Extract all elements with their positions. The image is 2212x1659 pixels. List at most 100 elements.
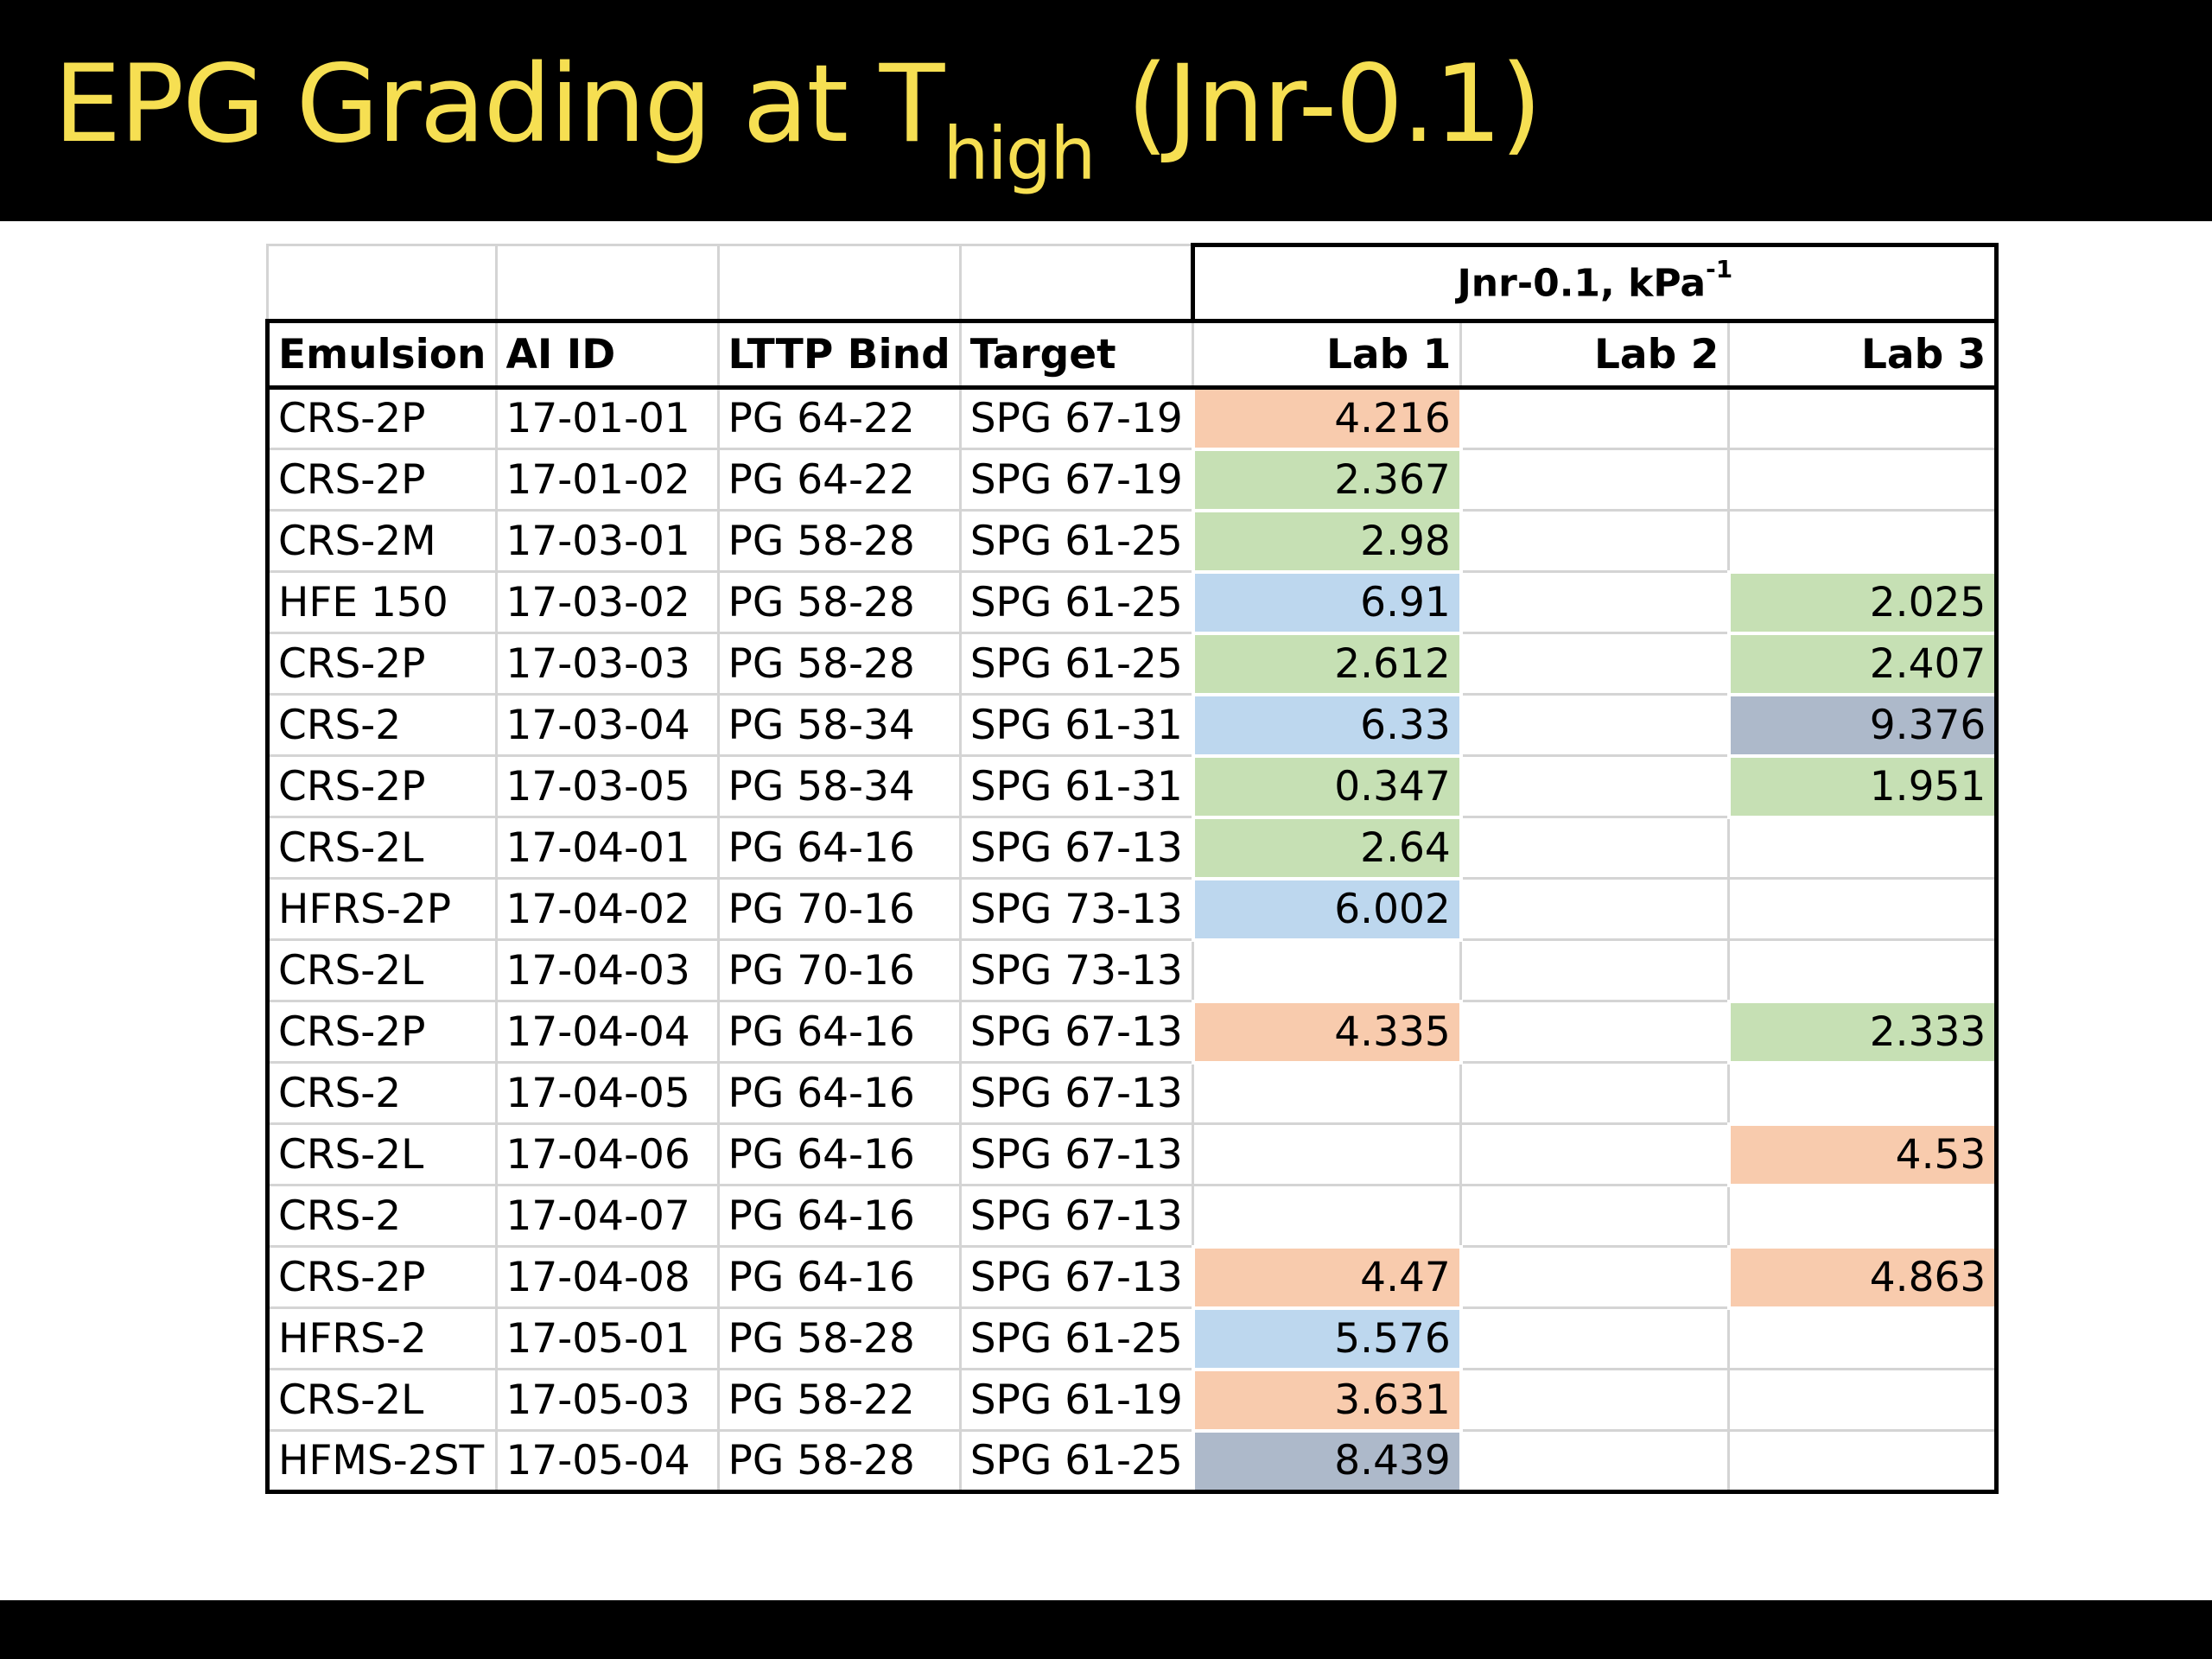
cell-target: SPG 67-13 xyxy=(958,1061,1195,1125)
jnr-group-unit-exponent: -1 xyxy=(1706,255,1733,284)
cell-ai-id: 17-01-02 xyxy=(494,448,720,512)
cell-lab-3 xyxy=(1727,448,1999,512)
cell-emulsion: HFE 150 xyxy=(265,570,498,634)
column-header-lab-1: Lab 1 xyxy=(1192,319,1463,390)
table-row: HFE 150 17-03-02 PG 58-28 SPG 61-25 6.91 2.02… xyxy=(265,569,1999,635)
blank-header-cell xyxy=(958,244,1195,322)
column-header-emulsion: Emulsion xyxy=(265,319,498,390)
table-row: CRS-2L 17-04-03 PG 70-16 SPG 73-13 xyxy=(265,938,1999,1002)
cell-ai-id: 17-04-01 xyxy=(494,816,720,880)
cell-lttp-bind: PG 58-28 xyxy=(716,1306,962,1370)
cell-lab-2 xyxy=(1459,632,1731,696)
cell-target: SPG 67-13 xyxy=(958,1122,1195,1186)
cell-emulsion: CRS-2L xyxy=(265,816,498,880)
title-suffix: (Jnr-0.1) xyxy=(1094,42,1542,167)
cell-lttp-bind: PG 64-16 xyxy=(716,816,962,880)
cell-target: SPG 61-25 xyxy=(958,1429,1195,1494)
cell-lab-1 xyxy=(1192,1184,1463,1248)
cell-lab-1 xyxy=(1192,1122,1463,1186)
column-header-ai-id: AI ID xyxy=(494,319,720,390)
cell-lab-1: 2.367 xyxy=(1191,447,1463,512)
cell-lab-2 xyxy=(1459,448,1731,512)
cell-lttp-bind: PG 70-16 xyxy=(716,938,962,1002)
table-row: CRS-2 17-03-04 PG 58-34 SPG 61-31 6.33 9.376 xyxy=(265,692,1999,758)
cell-ai-id: 17-04-02 xyxy=(494,877,720,941)
cell-ai-id: 17-04-08 xyxy=(494,1245,720,1309)
table-row: CRS-2P 17-04-04 PG 64-16 SPG 67-13 4.335 2.33… xyxy=(265,999,1999,1065)
cell-lab-2 xyxy=(1459,877,1731,941)
slide-title: EPG Grading at Thigh (Jnr-0.1) xyxy=(54,40,1542,196)
cell-target: SPG 67-19 xyxy=(958,448,1195,512)
cell-lab-3 xyxy=(1727,386,1999,450)
cell-emulsion: CRS-2M xyxy=(265,509,498,573)
cell-emulsion: HFRS-2P xyxy=(265,877,498,941)
cell-ai-id: 17-01-01 xyxy=(494,386,720,450)
cell-target: SPG 67-13 xyxy=(958,1184,1195,1248)
column-header-row: Emulsion AI ID LTTP Bind Target Lab 1 La… xyxy=(265,319,1999,390)
cell-lab-3 xyxy=(1727,1184,1999,1248)
title-bar: EPG Grading at Thigh (Jnr-0.1) xyxy=(0,0,2212,221)
cell-lttp-bind: PG 58-28 xyxy=(716,570,962,634)
cell-lab-3: 4.863 xyxy=(1726,1244,1999,1310)
cell-ai-id: 17-04-03 xyxy=(494,938,720,1002)
cell-target: SPG 61-25 xyxy=(958,632,1195,696)
cell-emulsion: HFMS-2ST xyxy=(265,1429,498,1494)
table-row: CRS-2 17-04-05 PG 64-16 SPG 67-13 xyxy=(265,1061,1999,1125)
cell-lab-3 xyxy=(1727,509,1999,573)
title-subscript: high xyxy=(943,111,1096,196)
cell-lab-1: 2.612 xyxy=(1191,631,1463,696)
cell-lab-2 xyxy=(1459,1306,1731,1370)
cell-target: SPG 67-13 xyxy=(958,1245,1195,1309)
title-main: EPG Grading at T xyxy=(54,42,944,167)
cell-lttp-bind: PG 64-16 xyxy=(716,1000,962,1064)
cell-lab-1: 6.002 xyxy=(1191,876,1463,942)
cell-target: SPG 61-25 xyxy=(958,570,1195,634)
cell-lab-2 xyxy=(1459,1368,1731,1432)
cell-lab-2 xyxy=(1459,938,1731,1002)
table-row: CRS-2P 17-01-02 PG 64-22 SPG 67-19 2.367 xyxy=(265,447,1999,512)
cell-lab-1: 6.91 xyxy=(1191,569,1463,635)
cell-emulsion: CRS-2P xyxy=(265,1000,498,1064)
cell-lttp-bind: PG 64-16 xyxy=(716,1184,962,1248)
cell-ai-id: 17-04-06 xyxy=(494,1122,720,1186)
cell-lab-1: 6.33 xyxy=(1191,692,1463,758)
cell-emulsion: CRS-2P xyxy=(265,386,498,450)
cell-lttp-bind: PG 58-34 xyxy=(716,693,962,757)
cell-emulsion: CRS-2 xyxy=(265,1184,498,1248)
cell-lab-2 xyxy=(1459,754,1731,818)
cell-lab-3: 4.53 xyxy=(1726,1122,1999,1187)
cell-lab-2 xyxy=(1459,1429,1731,1494)
blank-header-cell xyxy=(266,244,498,322)
cell-lab-1: 5.576 xyxy=(1191,1306,1463,1371)
table-row: CRS-2L 17-04-01 PG 64-16 SPG 67-13 2.64 xyxy=(265,815,1999,880)
cell-emulsion: CRS-2 xyxy=(265,1061,498,1125)
column-header-lab-3: Lab 3 xyxy=(1727,319,1999,390)
table-row: CRS-2P 17-01-01 PG 64-22 SPG 67-19 4.216 xyxy=(265,385,1999,451)
cell-lab-3: 2.407 xyxy=(1726,631,1999,696)
table-row: CRS-2P 17-03-05 PG 58-34 SPG 61-31 0.347 1.95… xyxy=(265,753,1999,819)
table-row: CRS-2L 17-05-03 PG 58-22 SPG 61-19 3.631 xyxy=(265,1367,1999,1433)
cell-lab-3 xyxy=(1727,1368,1999,1432)
cell-lttp-bind: PG 58-34 xyxy=(716,754,962,818)
epg-grading-table: Jnr-0.1, kPa-1 Emulsion AI ID LTTP Bind … xyxy=(265,243,1999,1494)
cell-target: SPG 73-13 xyxy=(958,877,1195,941)
cell-lab-2 xyxy=(1459,1000,1731,1064)
cell-lab-3: 9.376 xyxy=(1726,692,1999,758)
table-row: HFRS-2 17-05-01 PG 58-28 SPG 61-25 5.576 xyxy=(265,1306,1999,1371)
column-header-lttp-bind: LTTP Bind xyxy=(716,319,962,390)
cell-emulsion: CRS-2 xyxy=(265,693,498,757)
cell-lab-1: 8.439 xyxy=(1191,1428,1463,1494)
cell-emulsion: CRS-2L xyxy=(265,1368,498,1432)
cell-lttp-bind: PG 58-28 xyxy=(716,632,962,696)
cell-lab-2 xyxy=(1459,1245,1731,1309)
cell-lttp-bind: PG 64-16 xyxy=(716,1061,962,1125)
cell-lab-1: 0.347 xyxy=(1191,753,1463,819)
cell-lab-2 xyxy=(1459,386,1731,450)
cell-target: SPG 61-25 xyxy=(958,509,1195,573)
table-row: HFMS-2ST 17-05-04 PG 58-28 SPG 61-25 8.439 xyxy=(265,1428,1999,1494)
blank-header-cell xyxy=(494,244,720,322)
cell-target: SPG 67-13 xyxy=(958,816,1195,880)
cell-lab-3 xyxy=(1727,1429,1999,1494)
cell-emulsion: CRS-2P xyxy=(265,632,498,696)
